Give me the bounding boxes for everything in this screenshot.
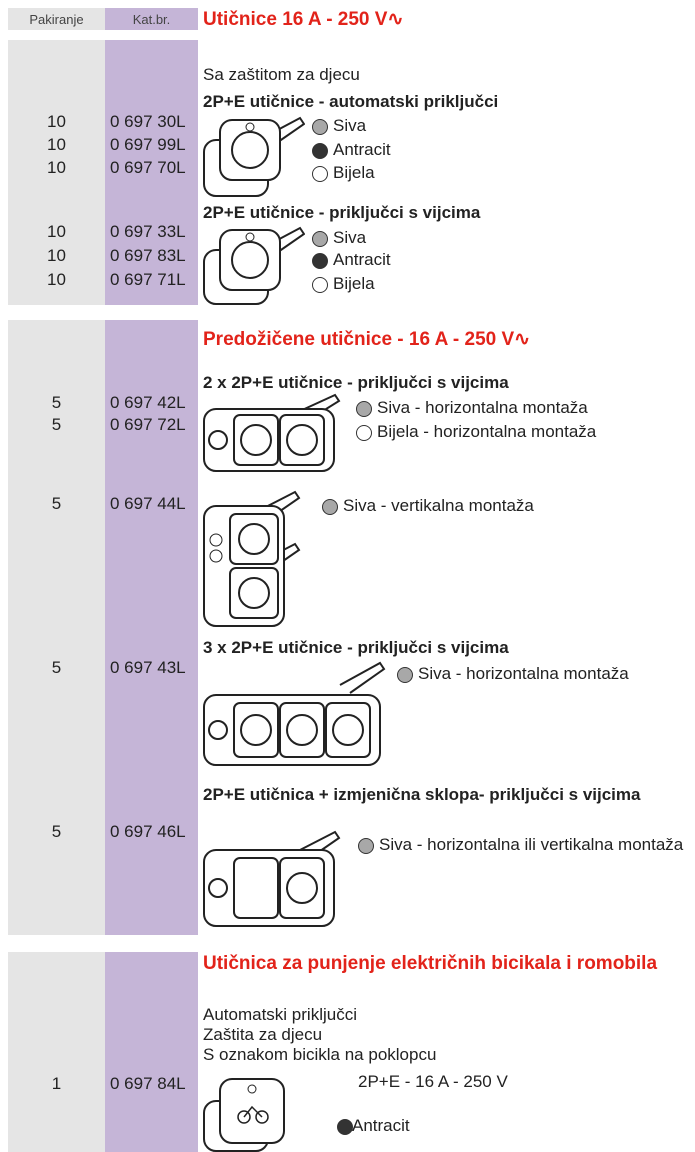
section-bg xyxy=(8,952,105,1152)
color: Antracit xyxy=(333,140,391,159)
header-bg xyxy=(105,8,198,30)
color: Bijela xyxy=(333,274,375,293)
product-image xyxy=(203,116,305,197)
group-heading: 2P+E utičnica + izmjenična sklopa- prikl… xyxy=(203,785,641,804)
color-dot xyxy=(312,166,328,182)
note: Sa zaštitom za djecu xyxy=(203,65,360,84)
header-label: Kat.br. xyxy=(132,12,171,27)
pack: 10 xyxy=(47,158,66,177)
pack: 10 xyxy=(47,270,66,289)
color: Antracit xyxy=(333,250,391,269)
color-dot xyxy=(356,401,372,417)
product-image xyxy=(203,393,341,472)
pack: 5 xyxy=(51,393,62,412)
color: Siva - horizontalna montaža xyxy=(418,664,629,683)
section-bg xyxy=(105,320,198,935)
cat-no: 0 697 43L xyxy=(110,658,186,677)
product-image xyxy=(203,661,386,766)
section-title: Utičnice 16 A - 250 V∿ xyxy=(203,9,404,30)
pack: 10 xyxy=(47,112,66,131)
pack: 10 xyxy=(47,246,66,265)
color: Siva - horizontalna montaža xyxy=(377,398,588,417)
cat-no: 0 697 30L xyxy=(110,112,186,131)
pack: 5 xyxy=(51,658,62,677)
header-bg xyxy=(8,8,105,30)
cat-no: 0 697 72L xyxy=(110,415,186,434)
group-heading: 2P+E utičnice - automatski priključci xyxy=(203,92,499,111)
product-image xyxy=(203,490,301,627)
color: Siva xyxy=(333,228,367,247)
color: Bijela xyxy=(333,163,375,182)
color-dot xyxy=(356,425,372,441)
cat-no: 0 697 83L xyxy=(110,246,186,265)
section-bg xyxy=(105,952,198,1152)
note: Zaštita za djecu xyxy=(203,1025,323,1044)
color-dot xyxy=(312,231,328,247)
pack: 5 xyxy=(51,415,62,434)
color: Siva - horizontalna ili vertikalna monta… xyxy=(379,835,684,854)
note: S oznakom bicikla na poklopcu xyxy=(203,1045,437,1064)
section-bg xyxy=(8,320,105,935)
pack: 1 xyxy=(51,1074,62,1093)
cat-no: 0 697 33L xyxy=(110,222,186,241)
note: Automatski priključci xyxy=(203,1005,357,1024)
group-heading: 2 x 2P+E utičnice - priključci s vijcima xyxy=(203,373,509,392)
product-image xyxy=(203,226,305,305)
color-dot xyxy=(312,253,328,269)
section-title: Predožičene utičnice - 16 A - 250 V∿ xyxy=(203,329,531,350)
cat-no: 0 697 84L xyxy=(110,1074,186,1093)
product-image xyxy=(203,830,341,927)
pack: 10 xyxy=(47,222,66,241)
section-bg xyxy=(105,40,198,305)
pack: 5 xyxy=(51,822,62,841)
section-title: Utičnica za punjenje električnih bicikal… xyxy=(203,953,658,974)
cat-no: 0 697 71L xyxy=(110,270,186,289)
product-image xyxy=(203,1078,285,1152)
group-heading: 2P+E utičnice - priključci s vijcima xyxy=(203,203,481,222)
color: Siva xyxy=(333,116,367,135)
header-label: Pakiranje xyxy=(29,12,84,27)
cat-no: 0 697 44L xyxy=(110,494,186,513)
spec: 2P+E - 16 A - 250 V xyxy=(358,1072,508,1091)
color-dot xyxy=(322,499,338,515)
group-heading: 3 x 2P+E utičnice - priključci s vijcima xyxy=(203,638,509,657)
pack: 5 xyxy=(51,494,62,513)
cat-no: 0 697 99L xyxy=(110,135,186,154)
color-dot xyxy=(358,838,374,854)
color-dot xyxy=(337,1119,353,1135)
color-dot xyxy=(312,277,328,293)
section-bg xyxy=(8,40,105,305)
color-dot xyxy=(312,143,328,159)
cat-no: 0 697 46L xyxy=(110,822,186,841)
cat-no: 0 697 70L xyxy=(110,158,186,177)
color: Bijela - horizontalna montaža xyxy=(377,422,597,441)
color: Siva - vertikalna montaža xyxy=(343,496,534,515)
cat-no: 0 697 42L xyxy=(110,393,186,412)
color-dot xyxy=(397,667,413,683)
color-dot xyxy=(312,119,328,135)
pack: 10 xyxy=(47,135,66,154)
color: Antracit xyxy=(352,1116,410,1135)
